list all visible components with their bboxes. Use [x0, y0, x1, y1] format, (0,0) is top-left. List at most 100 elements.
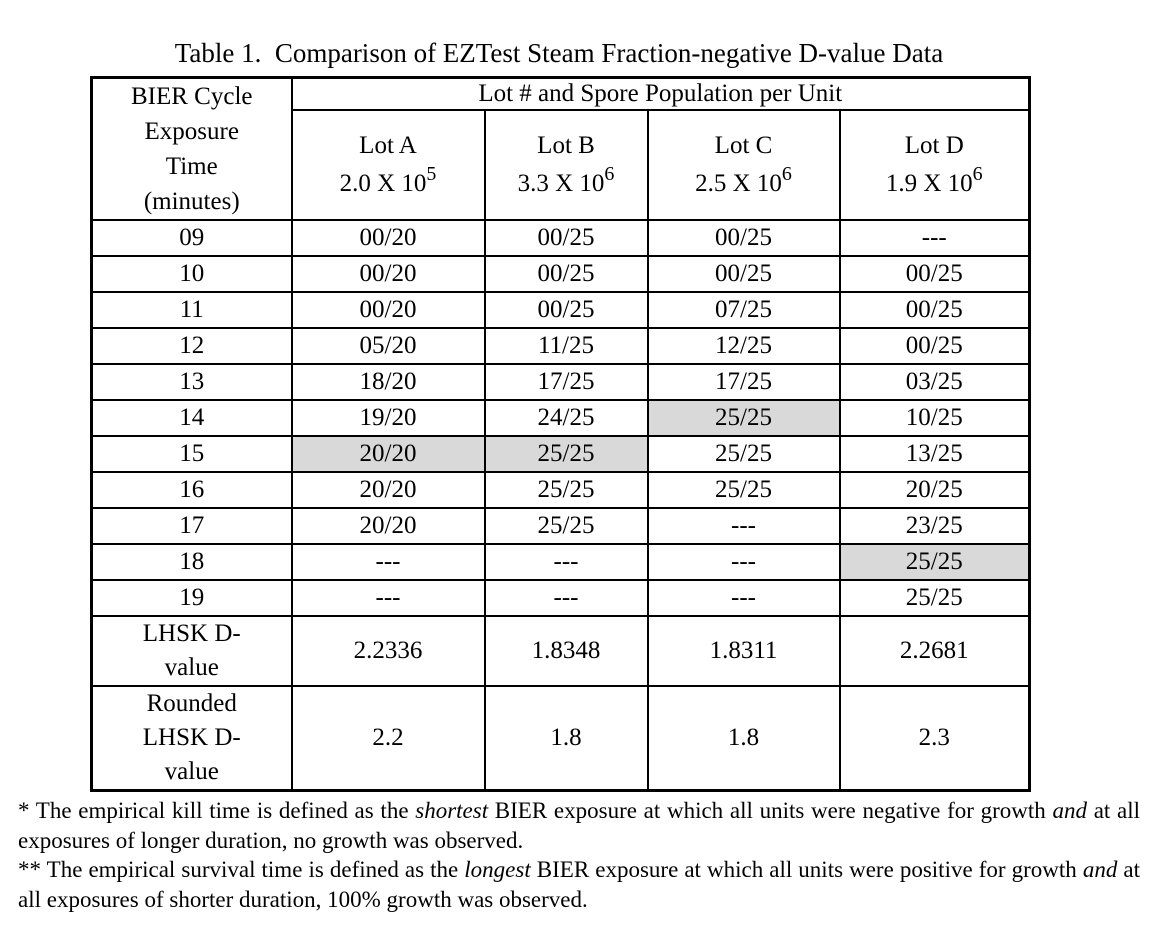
exposure-time-cell: 16	[90, 471, 293, 509]
footnote-text: BIER exposure at which all units were ne…	[488, 798, 1053, 823]
value-cell: 03/25	[838, 363, 1031, 401]
footnote-italic-text: and	[1082, 857, 1118, 882]
exposure-time-cell: 17	[90, 507, 293, 545]
value-cell: 11/25	[483, 327, 649, 365]
data-row: 11 00/20 00/25 07/25 00/25	[90, 291, 1031, 329]
value-cell: ---	[483, 579, 649, 617]
value-cell: 00/25	[838, 327, 1031, 365]
value-cell: 00/25	[646, 255, 841, 293]
summary-value-cell: 1.8	[483, 685, 649, 792]
corner-header-cell: BIER Cycle Exposure Time (minutes)	[90, 76, 293, 221]
data-row: 10 00/20 00/25 00/25 00/25	[90, 255, 1031, 293]
d-value-comparison-table: BIER Cycle Exposure Time (minutes) Lot # and…	[90, 76, 1032, 792]
value-cell: ---	[483, 543, 649, 581]
footnote-italic-text: shortest	[415, 798, 489, 823]
value-cell: 07/25	[646, 291, 841, 329]
footnote-text: at all exposures of longer duration, no …	[18, 798, 1141, 853]
group-header-cell: Lot # and Spore Population per Unit	[290, 76, 1031, 111]
data-row: 19 --- --- --- 25/25	[90, 579, 1031, 617]
value-cell: 25/25	[646, 471, 841, 509]
value-cell: 20/25	[838, 471, 1031, 509]
exposure-time-cell: 18	[90, 543, 293, 581]
exposure-time-cell: 12	[90, 327, 293, 365]
summary-value-cell: 2.3	[838, 685, 1031, 792]
table-title: Table 1. Comparison of EZTest Steam Frac…	[174, 38, 944, 68]
value-cell: ---	[838, 219, 1031, 257]
footnote-italic-text: longest	[464, 857, 531, 882]
data-row: 13 18/20 17/25 17/25 03/25	[90, 363, 1031, 401]
value-cell: ---	[290, 579, 486, 617]
population-exponent: 6	[604, 162, 615, 185]
value-cell: 17/25	[483, 363, 649, 401]
footnote-text: at all exposures of shorter duration, 10…	[18, 857, 1141, 912]
value-cell: 00/20	[290, 255, 486, 293]
value-cell: 13/25	[838, 435, 1031, 473]
data-row: 14 19/20 24/25 25/25 10/25	[90, 399, 1031, 437]
summary-row: Rounded LHSK D-value 2.2 1.8 1.8 2.3	[90, 685, 1031, 792]
lot-header-cell: Lot C 2.5 X 106	[646, 108, 841, 222]
summary-label-cell: LHSK D-value	[90, 615, 293, 687]
footnote: * The empirical kill time is defined as …	[18, 796, 1140, 855]
value-cell: 10/25	[838, 399, 1031, 437]
exposure-time-cell: 09	[90, 219, 293, 257]
population-exponent: 6	[972, 162, 983, 185]
value-cell: 00/20	[290, 291, 486, 329]
value-cell: 25/25	[646, 399, 841, 437]
population-exponent: 6	[781, 162, 792, 185]
summary-value-cell: 2.2681	[838, 615, 1031, 687]
footnotes-section: * The empirical kill time is defined as …	[18, 796, 1140, 914]
value-cell: 25/25	[646, 435, 841, 473]
lot-header-cell: Lot A 2.0 X 105	[290, 108, 486, 222]
population-exponent: 5	[426, 162, 437, 185]
lot-header-cell: Lot B 3.3 X 106	[483, 108, 649, 222]
lot-header-cell: Lot D 1.9 X 106	[838, 108, 1031, 222]
value-cell: 23/25	[838, 507, 1031, 545]
value-cell: 20/20	[290, 471, 486, 509]
value-cell: 00/25	[838, 291, 1031, 329]
value-cell: 00/25	[483, 219, 649, 257]
exposure-time-cell: 14	[90, 399, 293, 437]
value-cell: 00/25	[483, 255, 649, 293]
value-cell: 19/20	[290, 399, 486, 437]
data-row: 18 --- --- --- 25/25	[90, 543, 1031, 581]
value-cell: 18/20	[290, 363, 486, 401]
value-cell: 00/25	[838, 255, 1031, 293]
exposure-time-cell: 10	[90, 255, 293, 293]
footnote: ** The empirical survival time is define…	[18, 855, 1140, 914]
value-cell: 25/25	[483, 435, 649, 473]
summary-value-cell: 1.8	[646, 685, 841, 792]
value-cell: 20/20	[290, 435, 486, 473]
value-cell: ---	[646, 507, 841, 545]
summary-value-cell: 2.2	[290, 685, 486, 792]
exposure-time-cell: 19	[90, 579, 293, 617]
value-cell: 25/25	[483, 471, 649, 509]
footnote-text: ** The empirical survival time is define…	[18, 857, 465, 882]
value-cell: 24/25	[483, 399, 649, 437]
summary-value-cell: 1.8311	[646, 615, 841, 687]
value-cell: 20/20	[290, 507, 486, 545]
exposure-time-cell: 15	[90, 435, 293, 473]
summary-label-cell: Rounded LHSK D-value	[90, 685, 293, 792]
value-cell: 25/25	[483, 507, 649, 545]
value-cell: 12/25	[646, 327, 841, 365]
footnote-text: BIER exposure at which all units were po…	[530, 857, 1083, 882]
value-cell: 25/25	[838, 543, 1031, 581]
value-cell: 17/25	[646, 363, 841, 401]
value-cell: 00/25	[646, 219, 841, 257]
summary-row: LHSK D-value 2.2336 1.8348 1.8311 2.2681	[90, 615, 1031, 687]
exposure-time-cell: 13	[90, 363, 293, 401]
value-cell: 00/20	[290, 219, 486, 257]
data-row: 15 20/20 25/25 25/25 13/25	[90, 435, 1031, 473]
header-row-lots: Lot A 2.0 X 105 Lot B 3.3 X 106 Lot C 2.5 X 1…	[92, 108, 1031, 222]
value-cell: 25/25	[838, 579, 1031, 617]
value-cell: ---	[646, 543, 841, 581]
data-row: 09 00/20 00/25 00/25 ---	[90, 219, 1031, 257]
value-cell: ---	[646, 579, 841, 617]
footnote-italic-text: and	[1052, 798, 1087, 823]
data-row: 12 05/20 11/25 12/25 00/25	[90, 327, 1031, 365]
value-cell: ---	[290, 543, 486, 581]
summary-value-cell: 1.8348	[483, 615, 649, 687]
summary-value-cell: 2.2336	[290, 615, 486, 687]
exposure-time-cell: 11	[90, 291, 293, 329]
